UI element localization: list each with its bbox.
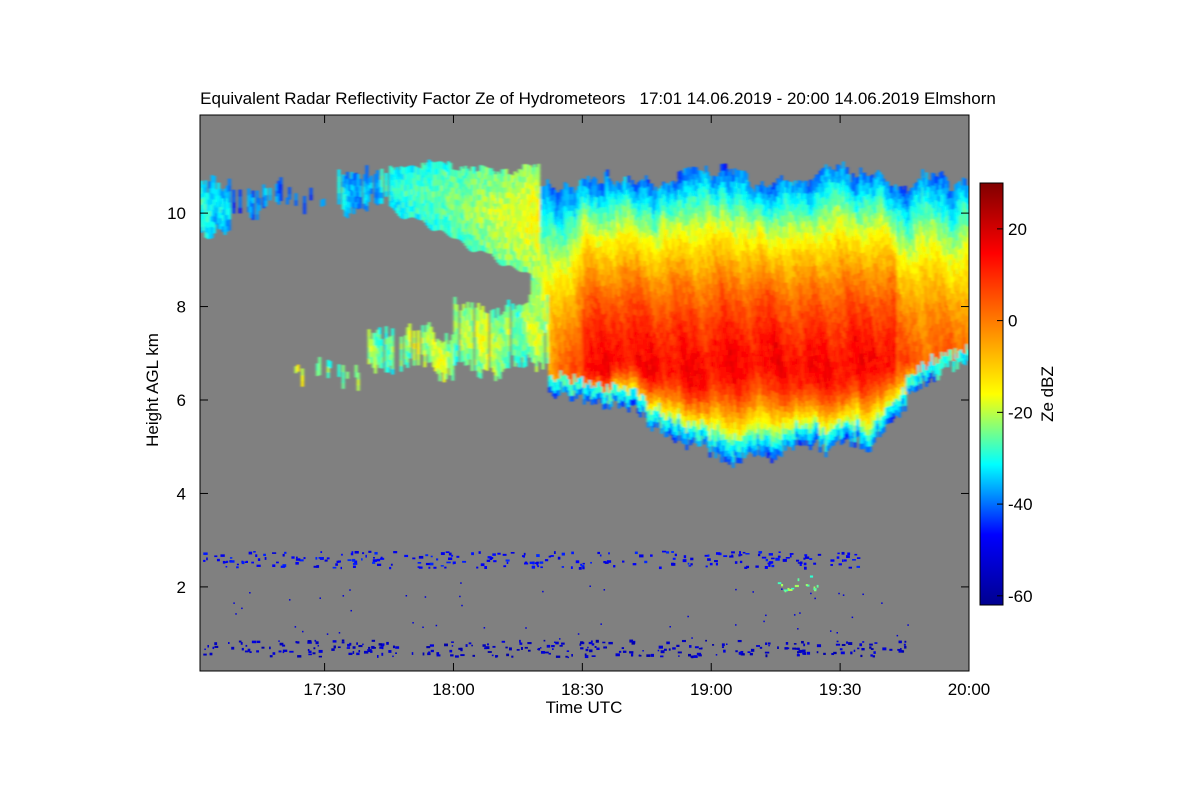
x-tick-label: 17:30 bbox=[303, 680, 346, 699]
x-axis-label: Time UTC bbox=[546, 698, 623, 717]
radar-echo-layer bbox=[200, 159, 969, 659]
colorbar-tick-label: -20 bbox=[1008, 403, 1033, 422]
colorbar bbox=[979, 182, 1004, 606]
low-level-clutter bbox=[203, 550, 909, 659]
x-axis: 17:30 18:00 18:30 19:00 19:30 20:00 bbox=[303, 115, 990, 699]
echo-streaks bbox=[200, 159, 969, 468]
x-tick-label: 18:00 bbox=[432, 680, 475, 699]
colorbar-tick-label: -40 bbox=[1008, 495, 1033, 514]
y-tick-label: 4 bbox=[177, 484, 186, 503]
y-axis-label: Height AGL km bbox=[143, 333, 162, 447]
plot-frame bbox=[199, 114, 970, 672]
chart-title: Equivalent Radar Reflectivity Factor Ze … bbox=[200, 89, 996, 108]
y-tick-label: 8 bbox=[177, 298, 186, 317]
x-tick-label: 19:30 bbox=[819, 680, 862, 699]
y-axis: 2 4 6 8 10 bbox=[167, 204, 969, 597]
x-tick-label: 19:00 bbox=[690, 680, 733, 699]
colorbar-ticks: 20 0 -20 -40 -60 bbox=[997, 220, 1033, 606]
y-tick-label: 2 bbox=[177, 578, 186, 597]
x-tick-label: 18:30 bbox=[561, 680, 604, 699]
colorbar-tick-label: 20 bbox=[1008, 220, 1027, 239]
y-tick-label: 10 bbox=[167, 204, 186, 223]
colorbar-tick-label: 0 bbox=[1008, 312, 1017, 331]
colorbar-label: Ze dBZ bbox=[1038, 366, 1057, 422]
x-tick-label: 20:00 bbox=[948, 680, 991, 699]
y-tick-label: 6 bbox=[177, 391, 186, 410]
colorbar-tick-label: -60 bbox=[1008, 587, 1033, 606]
